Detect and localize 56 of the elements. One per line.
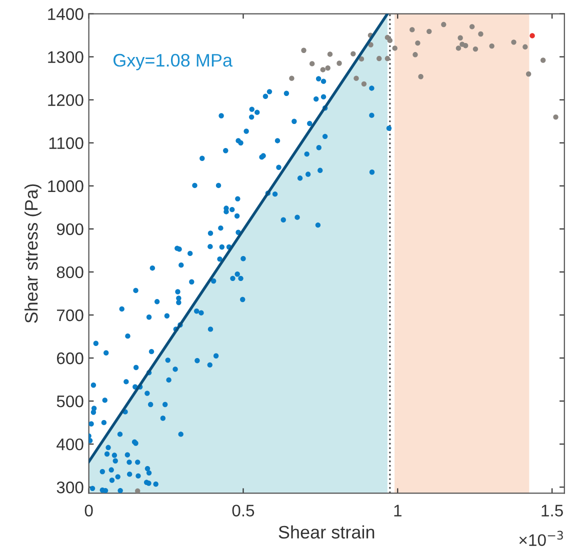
point xyxy=(336,60,342,66)
point xyxy=(412,52,418,58)
point xyxy=(358,56,364,62)
y-tick-label: 800 xyxy=(56,266,84,278)
point xyxy=(478,31,484,37)
point xyxy=(354,76,359,81)
point xyxy=(469,24,475,30)
point xyxy=(456,46,462,51)
y-tick-label: 900 xyxy=(56,223,84,236)
point xyxy=(392,46,398,51)
point xyxy=(553,114,558,120)
y-tick-label: 600 xyxy=(56,352,84,364)
point xyxy=(426,28,432,34)
x-axis-title: Shear strain xyxy=(278,525,374,539)
y-tick-label: 1300 xyxy=(48,51,84,64)
y-tick-label: 1000 xyxy=(48,180,84,192)
x-tick-label: 0.5 xyxy=(232,504,254,516)
point xyxy=(458,35,463,40)
x-tick-label: 1 xyxy=(394,504,402,516)
point xyxy=(325,65,330,71)
point xyxy=(289,76,294,81)
y-tick-label: 300 xyxy=(56,482,84,494)
point xyxy=(320,67,326,72)
y-tick-label: 1100 xyxy=(49,137,84,150)
point xyxy=(530,33,535,38)
x-tick-label: 0 xyxy=(84,504,93,516)
point xyxy=(526,71,532,77)
point xyxy=(472,46,478,52)
point xyxy=(309,61,315,66)
point xyxy=(441,22,446,28)
point xyxy=(384,56,390,62)
point xyxy=(135,488,140,494)
point xyxy=(522,44,528,50)
y-tick-label: 500 xyxy=(56,395,84,408)
point xyxy=(418,74,424,80)
point xyxy=(540,58,546,63)
point xyxy=(489,43,494,49)
y-tick-label: 700 xyxy=(57,309,84,322)
x-tick-label: 1.5 xyxy=(542,504,563,516)
y-tick-label: 1200 xyxy=(48,94,84,106)
y-tick-label: 1400 xyxy=(48,8,84,20)
point xyxy=(368,42,374,48)
point xyxy=(376,56,382,62)
point xyxy=(350,51,356,56)
text: ×10$^{−3}$ xyxy=(519,530,563,546)
y-tick-label: 400 xyxy=(56,438,84,450)
point xyxy=(361,81,367,87)
point xyxy=(415,40,420,46)
annotation: Gxy=1.08 MPa xyxy=(114,54,233,70)
point xyxy=(511,40,516,45)
point xyxy=(410,27,415,32)
point xyxy=(301,48,306,53)
point xyxy=(462,43,468,48)
y-axis-title: Shear stress (Pa) xyxy=(24,184,42,323)
point xyxy=(387,38,393,44)
point xyxy=(327,52,333,57)
